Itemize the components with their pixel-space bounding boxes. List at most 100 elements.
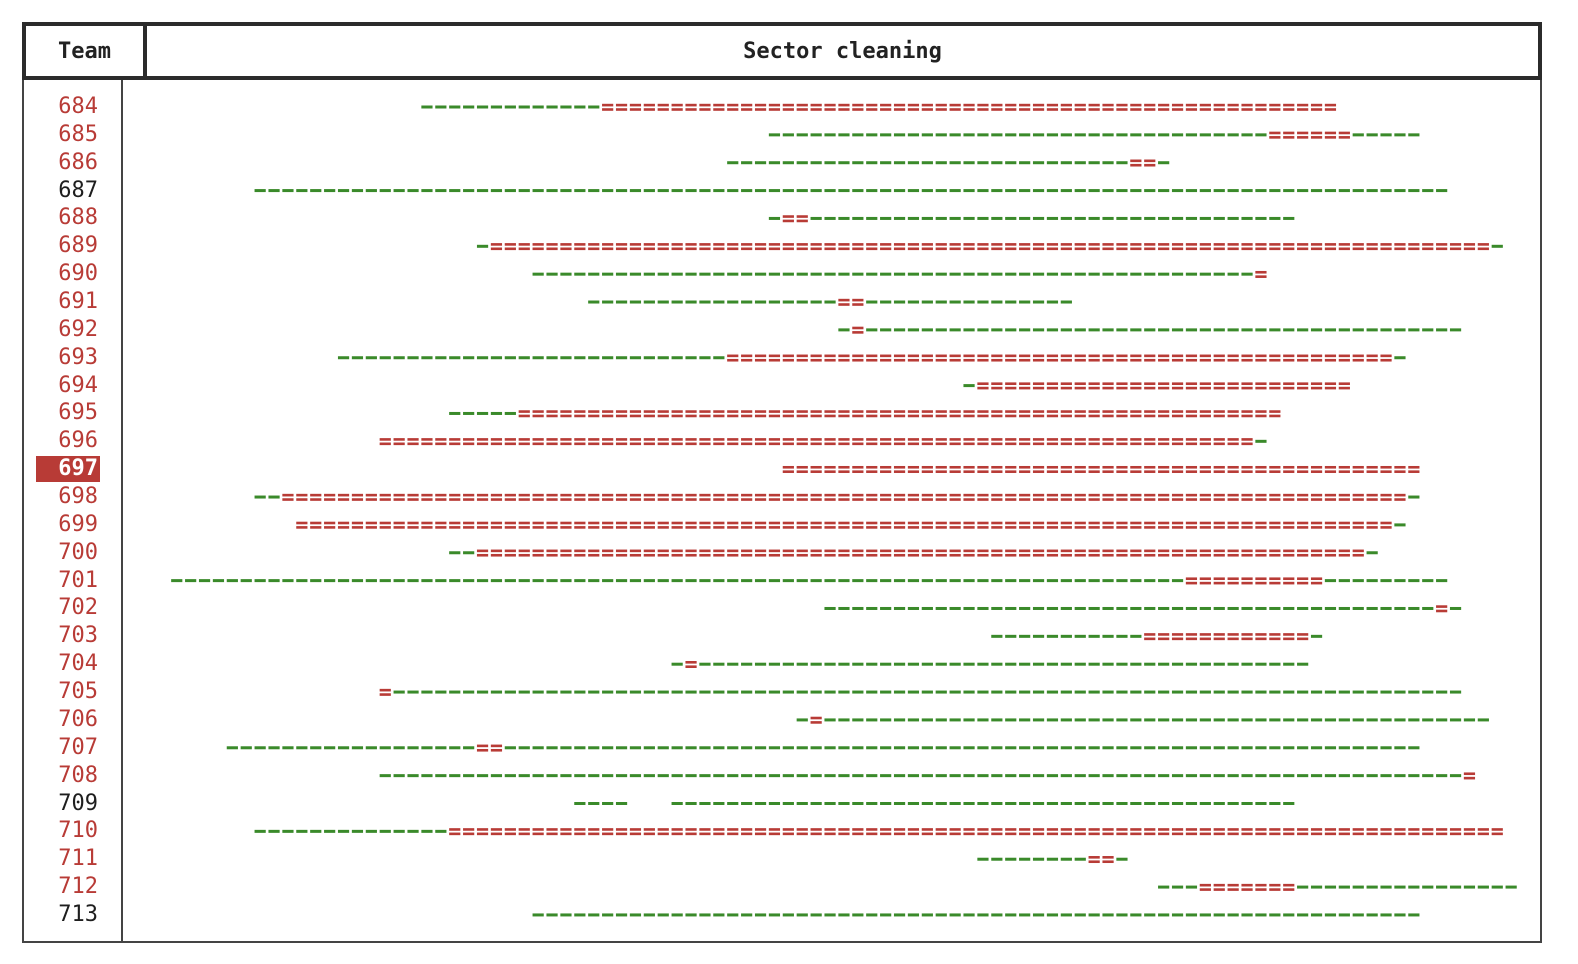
overlap-segment-685-1 (1269, 131, 1350, 139)
assigned-segment-698-0 (254, 495, 280, 499)
team-label-691: 691 (58, 289, 98, 315)
assigned-segment-712-0 (1158, 885, 1198, 889)
overlap-segment-690-1 (1255, 270, 1267, 278)
team-label-694: 694 (58, 372, 98, 398)
assigned-segment-704-0 (671, 662, 683, 666)
row-707 (226, 744, 1420, 752)
overlap-segment-702-1 (1436, 605, 1448, 613)
team-label-710: 710 (58, 818, 98, 844)
overlap-segment-686-1 (1130, 159, 1156, 167)
row-696 (379, 438, 1267, 446)
row-687 (254, 189, 1448, 193)
assigned-segment-691-0 (588, 300, 836, 304)
overlap-segment-710-1 (449, 828, 1503, 836)
overlap-segment-707-1 (476, 744, 503, 752)
assigned-segment-684-0 (421, 105, 600, 109)
assigned-segment-708-0 (379, 774, 1462, 778)
row-713 (532, 913, 1420, 917)
row-703 (991, 633, 1323, 641)
team-label-697: 697 (36, 456, 100, 483)
assigned-segment-706-0 (796, 718, 808, 722)
assigned-segment-713-0 (532, 913, 1420, 917)
row-690 (532, 270, 1267, 278)
row-700 (449, 549, 1378, 557)
assigned-segment-707-2 (504, 746, 1420, 750)
overlap-segment-684-1 (602, 103, 1337, 111)
team-label-693: 693 (58, 344, 98, 370)
assigned-segment-686-0 (727, 161, 1128, 165)
assigned-segment-686-2 (1158, 161, 1170, 165)
team-label-704: 704 (58, 651, 98, 677)
team-label-713: 713 (58, 901, 98, 927)
row-693 (337, 354, 1406, 362)
team-label-699: 699 (58, 511, 98, 537)
overlap-segment-701-1 (1185, 577, 1323, 585)
overlap-segment-711-1 (1088, 856, 1114, 864)
overlap-segment-705-0 (379, 688, 391, 696)
assigned-segment-706-2 (824, 718, 1489, 722)
team-label-709: 709 (58, 790, 98, 816)
body-divider (121, 80, 123, 941)
assigned-segment-696-1 (1255, 439, 1267, 443)
overlap-segment-693-1 (727, 354, 1392, 362)
overlap-segment-700-1 (476, 549, 1364, 557)
assigned-segment-701-0 (171, 579, 1184, 583)
row-689 (476, 243, 1503, 251)
team-column-header: Team (58, 38, 111, 64)
assigned-segment-700-0 (449, 551, 475, 555)
team-label-688: 688 (58, 205, 98, 231)
overlap-segment-694-1 (977, 382, 1350, 390)
row-701 (171, 577, 1448, 585)
row-699 (296, 521, 1406, 529)
overlap-segment-699-0 (296, 521, 1392, 529)
row-704 (671, 661, 1309, 668)
assigned-segment-694-0 (963, 384, 975, 388)
assigned-segment-709-0 (574, 802, 628, 805)
team-label-690: 690 (58, 261, 98, 287)
assigned-segment-688-0 (768, 216, 781, 220)
row-685 (768, 131, 1420, 139)
row-686 (727, 159, 1170, 167)
assigned-segment-693-2 (1394, 356, 1406, 360)
assigned-segment-699-1 (1394, 523, 1406, 527)
overlap-segment-692-1 (852, 326, 864, 334)
assigned-segment-690-0 (532, 272, 1253, 276)
team-label-689: 689 (58, 233, 98, 259)
assigned-segment-693-0 (337, 356, 725, 360)
row-711 (977, 856, 1128, 864)
overlap-segment-706-1 (810, 716, 822, 724)
assigned-segment-688-2 (810, 216, 1295, 220)
row-694 (963, 382, 1350, 390)
assigned-segment-689-2 (1491, 244, 1503, 248)
overlap-segment-698-1 (282, 493, 1406, 501)
overlap-segment-695-1 (518, 410, 1281, 418)
assigned-segment-703-2 (1310, 634, 1323, 638)
sector-cleaning-column-header: Sector cleaning (743, 38, 942, 64)
assigned-segment-703-0 (991, 634, 1142, 638)
row-684 (421, 103, 1337, 111)
assigned-segment-685-2 (1352, 133, 1420, 137)
assigned-segment-704-2 (699, 662, 1309, 666)
table-header: Team Sector cleaning (22, 22, 1542, 80)
assigned-segment-685-0 (768, 133, 1267, 137)
overlap-segment-691-1 (838, 298, 864, 306)
header-divider (143, 26, 147, 76)
overlap-segment-708-1 (1463, 772, 1476, 780)
team-label-695: 695 (58, 400, 98, 426)
row-695 (449, 410, 1281, 418)
row-710 (254, 828, 1503, 836)
team-label-706: 706 (58, 706, 98, 732)
assigned-segment-707-0 (226, 746, 475, 750)
team-label-685: 685 (58, 121, 98, 147)
row-705 (379, 688, 1462, 696)
row-712 (1158, 883, 1517, 891)
row-691 (588, 298, 1072, 306)
team-label-711: 711 (58, 846, 98, 872)
assigned-segment-692-0 (838, 328, 850, 332)
overlap-segment-703-1 (1144, 633, 1309, 641)
assigned-segment-701-2 (1324, 579, 1448, 583)
overlap-segment-704-1 (685, 661, 697, 668)
team-label-700: 700 (58, 539, 98, 565)
team-label-698: 698 (58, 484, 98, 510)
